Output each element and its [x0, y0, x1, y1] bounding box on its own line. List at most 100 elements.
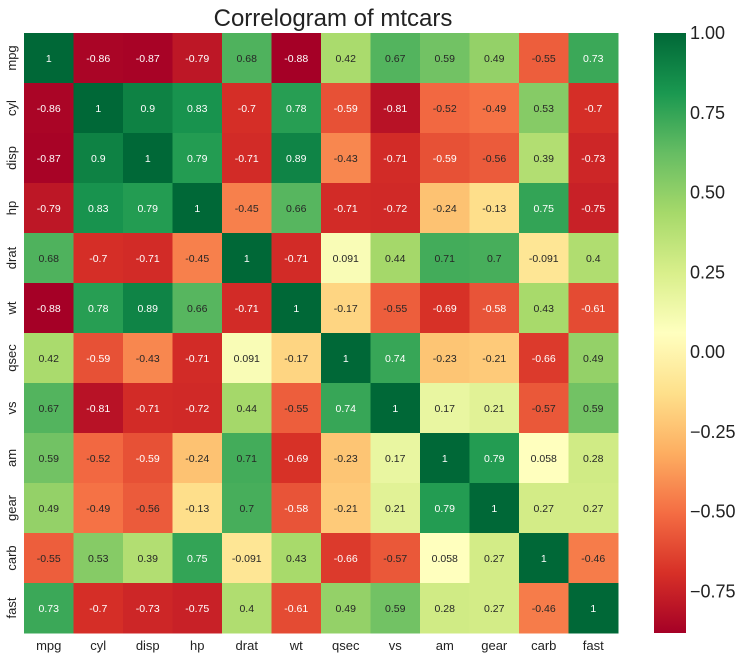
cell-label-vs-gear: 0.21 [484, 403, 505, 415]
cell-label-vs-cyl: -0.81 [86, 403, 110, 415]
cell-label-disp-disp: 1 [145, 153, 151, 165]
heatmap-cell-hp-fast [568, 183, 619, 234]
heatmap-cell-fast-wt [271, 583, 322, 634]
cell-label-qsec-qsec: 1 [343, 353, 349, 365]
cell-label-qsec-drat: 0.091 [234, 353, 260, 365]
heatmap-cell-vs-qsec [321, 383, 371, 434]
heatmap-cell-cyl-vs [370, 83, 421, 134]
cell-label-disp-drat: -0.71 [235, 153, 259, 165]
heatmap-cell-wt-qsec [321, 283, 371, 334]
heatmap-cell-vs-fast [568, 383, 619, 434]
heatmap-cell-fast-hp [172, 583, 223, 634]
cell-label-hp-disp: 0.79 [138, 203, 159, 215]
cell-label-mpg-fast: 0.73 [583, 53, 604, 65]
y-tick-disp: disp [4, 146, 19, 170]
cell-label-disp-mpg: -0.87 [37, 153, 61, 165]
cell-label-carb-cyl: 0.53 [88, 553, 109, 565]
cell-label-wt-qsec: -0.17 [334, 303, 358, 315]
cell-label-gear-mpg: 0.49 [39, 503, 60, 515]
cell-label-drat-hp: -0.45 [185, 253, 209, 265]
cell-label-vs-wt: -0.55 [284, 403, 308, 415]
cell-label-drat-qsec: 0.091 [333, 253, 359, 265]
heatmap-cell-hp-vs [370, 183, 421, 234]
heatmap-cell-wt-am [420, 283, 470, 334]
cell-label-am-drat: 0.71 [237, 453, 258, 465]
cell-label-am-wt: -0.69 [284, 453, 308, 465]
heatmap-cell-cyl-qsec [321, 83, 371, 134]
heatmap-cell-drat-fast [568, 233, 619, 284]
heatmap-cell-vs-mpg [24, 383, 74, 434]
heatmap-cell-disp-vs [370, 133, 421, 184]
heatmap-cell-qsec-drat [222, 333, 272, 384]
y-axis-tick-labels: mpg cyl disp hp drat wt qsec vs am gear carb fast [4, 45, 19, 618]
y-tick-gear: gear [4, 494, 19, 521]
cell-label-fast-drat: 0.4 [239, 603, 254, 615]
heatmap-cell-disp-qsec [321, 133, 371, 184]
heatmap-cell-cyl-fast [568, 83, 619, 134]
cell-label-cyl-qsec: -0.59 [334, 103, 358, 115]
heatmap-cell-qsec-wt [271, 333, 322, 384]
cell-label-hp-fast: -0.75 [581, 203, 605, 215]
heatmap-cell-disp-drat [222, 133, 272, 184]
heatmap-cell-gear-disp [123, 483, 173, 534]
cell-label-drat-disp: -0.71 [136, 253, 160, 265]
cell-label-carb-hp: 0.75 [187, 553, 208, 565]
cell-label-wt-cyl: 0.78 [88, 303, 109, 315]
heatmap-cell-am-qsec [321, 433, 371, 484]
cell-label-gear-cyl: -0.49 [86, 503, 110, 515]
heatmap-cell-hp-wt [271, 183, 322, 234]
y-tick-fast: fast [4, 597, 19, 618]
heatmap-cell-carb-disp [123, 533, 173, 584]
heatmap-cell-mpg-wt [271, 33, 322, 84]
heatmap-cell-gear-gear [469, 483, 520, 534]
heatmap-cell-fast-drat [222, 583, 272, 634]
colorbar-tick-0: 1.00 [690, 23, 725, 43]
cell-label-mpg-qsec: 0.42 [336, 53, 357, 65]
heatmap-cell-mpg-gear [469, 33, 520, 84]
cell-label-drat-carb: -0.091 [529, 253, 559, 265]
cell-label-am-cyl: -0.52 [86, 453, 110, 465]
cell-label-carb-vs: -0.57 [383, 553, 407, 565]
heatmap-cell-gear-cyl [73, 483, 124, 534]
cell-label-carb-wt: 0.43 [286, 553, 307, 565]
heatmap-cell-mpg-drat [222, 33, 272, 84]
heatmap-cell-wt-drat [222, 283, 272, 334]
cell-label-am-fast: 0.28 [583, 453, 604, 465]
heatmap-cell-am-cyl [73, 433, 124, 484]
cell-label-fast-cyl: -0.7 [89, 603, 107, 615]
heatmap-cell-qsec-qsec [321, 333, 371, 384]
heatmap-cell-am-fast [568, 433, 619, 484]
cell-label-hp-cyl: 0.83 [88, 203, 109, 215]
heatmap-cell-carb-vs [370, 533, 421, 584]
cell-label-cyl-am: -0.52 [433, 103, 457, 115]
cell-label-drat-drat: 1 [244, 253, 250, 265]
cell-label-disp-fast: -0.73 [581, 153, 605, 165]
heatmap-cell-hp-am [420, 183, 470, 234]
cell-label-mpg-am: 0.59 [435, 53, 456, 65]
heatmap-cell-mpg-cyl [73, 33, 124, 84]
cell-label-drat-gear: 0.7 [487, 253, 502, 265]
cell-label-wt-hp: 0.66 [187, 303, 208, 315]
heatmap-cell-mpg-am [420, 33, 470, 84]
cell-label-wt-gear: -0.58 [482, 303, 506, 315]
cell-label-am-disp: -0.59 [136, 453, 160, 465]
cell-label-disp-am: -0.59 [433, 153, 457, 165]
heatmap-cell-wt-wt [271, 283, 322, 334]
cell-label-carb-carb: 1 [541, 553, 547, 565]
cell-label-carb-am: 0.058 [432, 553, 458, 565]
cell-label-hp-drat: -0.45 [235, 203, 259, 215]
x-tick-fast: fast [583, 638, 604, 653]
heatmap-cell-mpg-qsec [321, 33, 371, 84]
cell-label-fast-qsec: 0.49 [336, 603, 357, 615]
heatmap-cell-am-carb [519, 433, 569, 484]
cell-label-carb-drat: -0.091 [232, 553, 262, 565]
cell-label-cyl-hp: 0.83 [187, 103, 208, 115]
cell-label-qsec-gear: -0.21 [482, 353, 506, 365]
cell-label-mpg-mpg: 1 [46, 53, 52, 65]
cell-label-carb-disp: 0.39 [138, 553, 159, 565]
cell-label-drat-mpg: 0.68 [39, 253, 60, 265]
cell-label-vs-hp: -0.72 [185, 403, 209, 415]
y-tick-hp: hp [4, 201, 19, 215]
heatmap-cell-carb-fast [568, 533, 619, 584]
cell-label-fast-disp: -0.73 [136, 603, 160, 615]
